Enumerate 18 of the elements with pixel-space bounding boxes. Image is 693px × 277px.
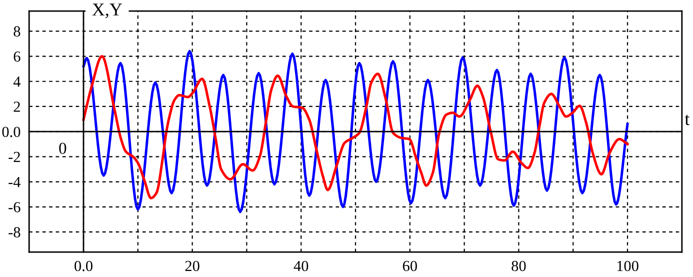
y-tick-label: 2	[14, 102, 20, 112]
y-tick-label: 6	[14, 51, 20, 62]
y-tick-label: -4	[8, 177, 21, 188]
y-tick-label: 4	[13, 76, 21, 87]
y-tick-label: 8	[14, 26, 20, 37]
x-tick-label: 60	[402, 260, 417, 272]
x-tick-label: 0.0	[74, 260, 92, 272]
x-axis-title: t	[684, 114, 690, 126]
y-axis-title: X,Y	[92, 4, 122, 18]
y-tick-label: -6	[8, 202, 20, 212]
y-tick-label: -2	[8, 152, 20, 162]
annotation: 0	[59, 142, 66, 154]
x-tick-label: 100	[617, 260, 638, 272]
x-tick-label: 80	[512, 260, 526, 272]
y-tick-label: -8	[8, 227, 20, 238]
y-tick-label: 0.0	[2, 126, 20, 138]
x-tick-label: 20	[185, 260, 200, 272]
x-tick-label: 40	[294, 260, 308, 272]
